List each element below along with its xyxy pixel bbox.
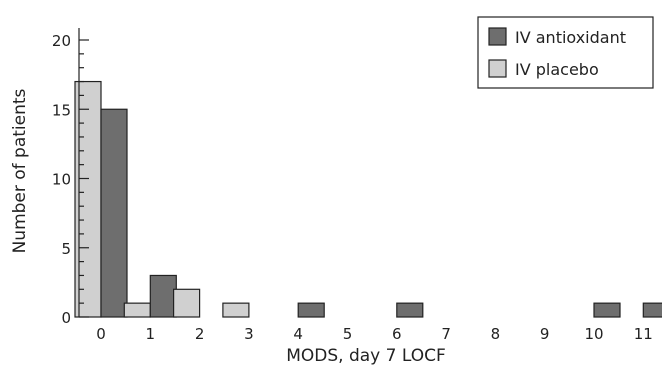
bars-group <box>74 80 662 318</box>
x-tick-label-11: 11 <box>634 325 653 343</box>
legend-swatch-iv-placebo <box>488 59 507 78</box>
x-tick-label-8: 8 <box>491 325 501 343</box>
bar-iv-placebo-3 <box>222 302 250 318</box>
x-tick-label-9: 9 <box>540 325 550 343</box>
x-axis-ticks: 0 1 2 3 4 5 6 7 8 9 10 11 <box>96 325 653 343</box>
x-tick-label-6: 6 <box>392 325 402 343</box>
bar-iv-antioxidant-4 <box>297 302 325 318</box>
bar-iv-antioxidant-11 <box>642 302 662 318</box>
legend-label-iv-antioxidant: IV antioxidant <box>515 28 626 47</box>
y-tick-label-20: 20 <box>52 32 71 50</box>
x-tick-label-4: 4 <box>293 325 303 343</box>
x-tick-label-1: 1 <box>146 325 156 343</box>
legend-box <box>477 16 654 89</box>
bar-iv-antioxidant-6 <box>396 302 424 318</box>
legend: IV antioxidant IV placebo <box>477 16 654 89</box>
bar-iv-antioxidant-0 <box>100 108 128 318</box>
y-axis-label: Number of patients <box>10 88 30 253</box>
bar-iv-placebo-2 <box>173 288 201 318</box>
y-axis-ticks: 0 5 10 15 20 <box>52 32 89 327</box>
x-tick-label-2: 2 <box>195 325 205 343</box>
x-tick-label-5: 5 <box>343 325 353 343</box>
y-tick-label-0: 0 <box>61 309 71 327</box>
x-tick-label-10: 10 <box>584 325 603 343</box>
bar-iv-placebo-1 <box>123 302 151 318</box>
x-tick-label-7: 7 <box>441 325 451 343</box>
legend-swatch-iv-antioxidant <box>488 27 507 46</box>
x-axis-label: MODS, day 7 LOCF <box>286 346 446 366</box>
legend-label-iv-placebo: IV placebo <box>515 60 599 79</box>
y-tick-label-10: 10 <box>52 171 71 189</box>
y-tick-label-5: 5 <box>61 240 71 258</box>
x-tick-label-3: 3 <box>244 325 254 343</box>
y-tick-label-15: 15 <box>52 101 71 119</box>
bar-iv-antioxidant-1 <box>149 274 177 318</box>
bar-iv-antioxidant-10 <box>593 302 621 318</box>
x-tick-label-0: 0 <box>96 325 106 343</box>
